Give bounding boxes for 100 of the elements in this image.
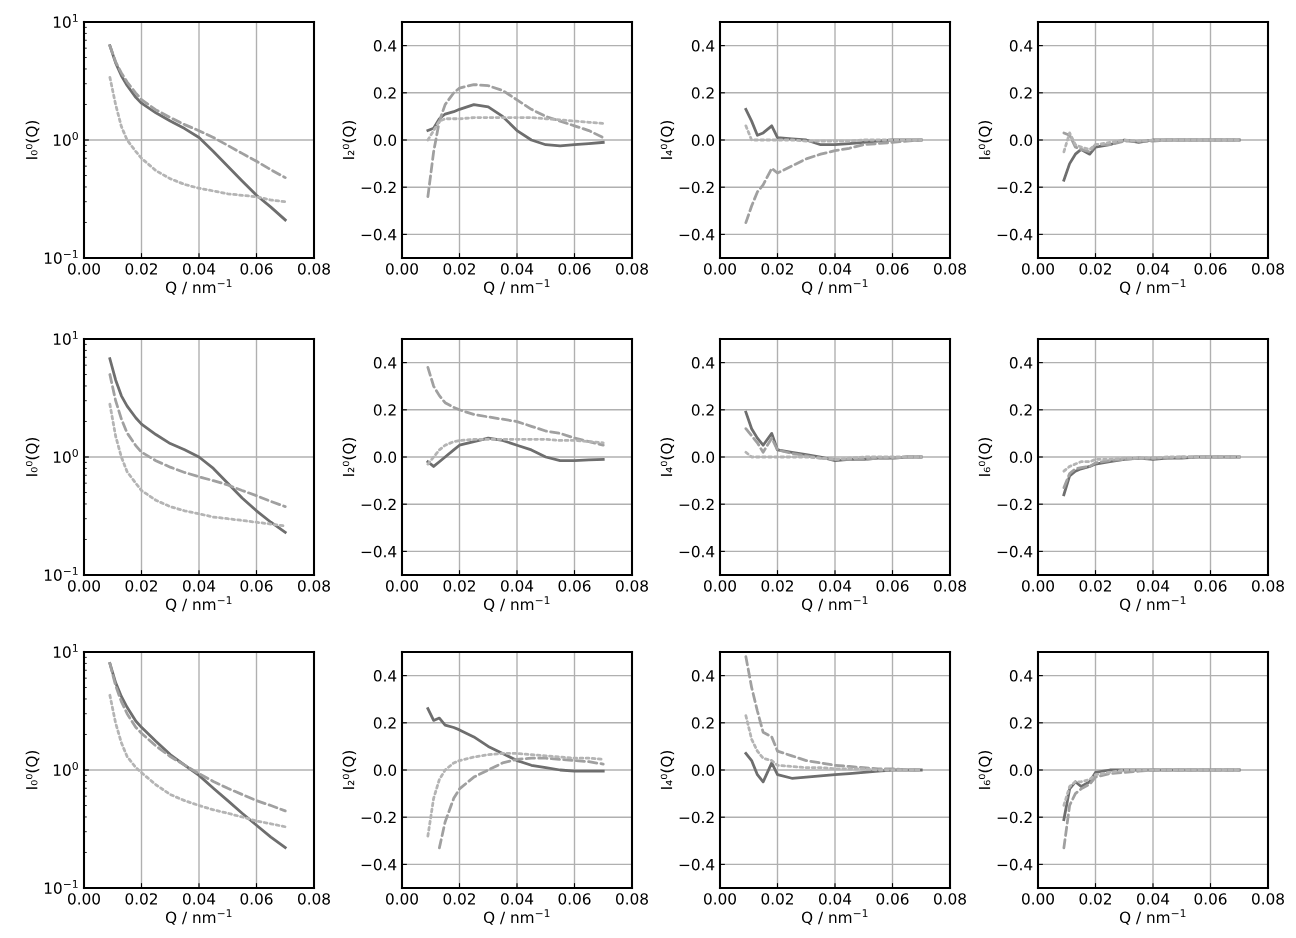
y-tick-label: 0.2 [691, 717, 714, 729]
x-tick-label: 0.06 [876, 263, 909, 275]
x-tick-label: 0.06 [240, 580, 273, 592]
x-tick-label: 0.00 [68, 893, 100, 905]
y-tick-label: 0.4 [373, 357, 397, 369]
x-tick-label: 0.06 [558, 263, 591, 275]
y-tick-label: −0.4 [361, 545, 397, 558]
y-tick-label: −0.2 [997, 811, 1032, 824]
y-axis-title: I₄⁰(Q) [660, 120, 675, 159]
y-tick-label: 0.0 [373, 764, 397, 777]
y-tick-label: 10$^{−1}$ [44, 880, 78, 894]
x-tick-label: 0.04 [819, 263, 852, 275]
x-tick-label: 0.00 [1022, 263, 1054, 275]
x-tick-label: 0.04 [819, 893, 852, 905]
x-tick-label: 0.02 [125, 580, 157, 592]
x-tick-label: 0.02 [125, 893, 157, 905]
x-tick-label: 0.06 [876, 893, 909, 905]
x-tick-label: 0.00 [704, 893, 736, 905]
y-tick-label: −0.2 [361, 498, 396, 511]
x-tick-label: 0.08 [616, 263, 648, 275]
x-tick-label: 0.00 [1022, 580, 1054, 592]
x-tick-label: 0.04 [183, 580, 216, 592]
x-tick-label: 0.02 [1079, 263, 1111, 275]
y-tick-label: 0.0 [691, 134, 715, 147]
y-axis-title: I₆⁰(Q) [978, 437, 993, 476]
x-axis-title: Q / nm$^{−1}$ [165, 596, 232, 612]
x-tick-label: 0.02 [443, 580, 475, 592]
x-tick-label: 0.08 [1252, 580, 1284, 592]
y-tick-label: −0.4 [361, 228, 397, 241]
y-tick-label: 0.0 [1009, 134, 1033, 147]
y-tick-label: −0.4 [997, 858, 1033, 871]
y-axis-title: I₂⁰(Q) [342, 120, 357, 159]
y-tick-label: −0.2 [997, 181, 1032, 194]
y-tick-label: 10$^{1}$ [53, 14, 78, 28]
y-tick-label: 0.4 [1009, 40, 1033, 52]
y-tick-label: 0.0 [373, 134, 397, 147]
y-tick-label: 0.0 [373, 451, 397, 464]
y-tick-label: 10$^{0}$ [53, 761, 78, 776]
x-axis-title: Q / nm$^{−1}$ [1119, 279, 1186, 295]
x-tick-label: 0.06 [1194, 580, 1227, 592]
x-tick-label: 0.04 [501, 263, 534, 275]
x-axis-title: Q / nm$^{−1}$ [165, 909, 232, 925]
x-tick-label: 0.04 [1137, 263, 1170, 275]
x-axis-title: Q / nm$^{−1}$ [483, 596, 550, 612]
y-tick-label: 0.0 [691, 764, 715, 777]
y-axis-title: I₂⁰(Q) [342, 750, 357, 789]
x-tick-label: 0.06 [240, 263, 273, 275]
x-tick-label: 0.02 [761, 893, 793, 905]
x-tick-label: 0.02 [443, 263, 475, 275]
x-tick-label: 0.06 [558, 580, 591, 592]
y-tick-label: 0.4 [691, 40, 715, 52]
y-axis-title: I₀⁰(Q) [25, 120, 40, 159]
y-tick-label: 0.4 [691, 670, 715, 682]
x-tick-label: 0.08 [1252, 263, 1284, 275]
y-tick-label: 0.2 [373, 717, 396, 729]
x-axis-title: Q / nm$^{−1}$ [1119, 909, 1186, 925]
x-tick-label: 0.02 [1079, 580, 1111, 592]
y-tick-label: 0.0 [1009, 451, 1033, 464]
x-tick-label: 0.08 [298, 580, 330, 592]
y-tick-label: 0.2 [1009, 404, 1032, 416]
y-tick-label: 0.4 [1009, 357, 1033, 369]
y-tick-label: 10$^{1}$ [53, 644, 78, 658]
y-tick-label: 10$^{−1}$ [44, 567, 78, 581]
y-tick-label: −0.4 [997, 228, 1033, 241]
y-tick-label: −0.2 [361, 181, 396, 194]
y-tick-label: 10$^{0}$ [53, 131, 78, 146]
y-tick-label: 0.4 [373, 40, 397, 52]
x-tick-label: 0.04 [1137, 893, 1170, 905]
x-tick-label: 0.08 [1252, 893, 1284, 905]
x-tick-label: 0.02 [443, 893, 475, 905]
x-tick-label: 0.00 [68, 263, 100, 275]
x-tick-label: 0.00 [386, 263, 418, 275]
x-tick-label: 0.00 [704, 263, 736, 275]
x-axis-title: Q / nm$^{−1}$ [483, 909, 550, 925]
y-tick-label: 10$^{1}$ [53, 331, 78, 345]
x-tick-label: 0.08 [298, 263, 330, 275]
y-tick-label: 0.4 [691, 357, 715, 369]
y-tick-label: −0.2 [679, 811, 714, 824]
y-tick-label: 0.2 [691, 404, 714, 416]
y-tick-label: 0.0 [1009, 764, 1033, 777]
y-tick-label: −0.4 [679, 228, 715, 241]
x-tick-label: 0.00 [68, 580, 100, 592]
y-tick-label: −0.4 [679, 858, 715, 871]
x-tick-label: 0.02 [761, 263, 793, 275]
x-tick-label: 0.08 [934, 893, 966, 905]
x-tick-label: 0.00 [1022, 893, 1054, 905]
y-tick-label: −0.2 [361, 811, 396, 824]
x-tick-label: 0.08 [298, 893, 330, 905]
x-axis-title: Q / nm$^{−1}$ [1119, 596, 1186, 612]
y-tick-label: −0.4 [361, 858, 397, 871]
y-tick-label: −0.4 [997, 545, 1033, 558]
x-tick-label: 0.02 [1079, 893, 1111, 905]
x-tick-label: 0.06 [1194, 893, 1227, 905]
x-tick-label: 0.04 [819, 580, 852, 592]
x-tick-label: 0.06 [558, 893, 591, 905]
x-axis-title: Q / nm$^{−1}$ [801, 596, 868, 612]
x-tick-label: 0.06 [1194, 263, 1227, 275]
y-tick-label: −0.2 [997, 498, 1032, 511]
x-tick-label: 0.06 [240, 893, 273, 905]
y-tick-label: −0.2 [679, 498, 714, 511]
